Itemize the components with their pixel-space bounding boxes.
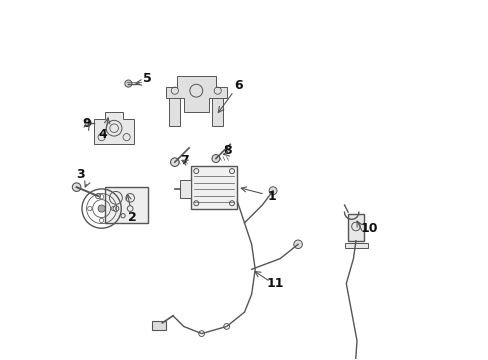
Bar (105, 187, 148, 223)
Text: 10: 10 (360, 222, 377, 235)
Circle shape (268, 187, 276, 195)
Text: 9: 9 (82, 117, 91, 130)
Text: 2: 2 (126, 195, 137, 224)
Circle shape (98, 205, 105, 212)
Circle shape (72, 183, 81, 192)
Bar (169, 98, 180, 126)
Circle shape (84, 120, 91, 126)
Polygon shape (94, 112, 134, 144)
Text: 5: 5 (142, 72, 151, 85)
Text: 3: 3 (77, 168, 85, 181)
Text: 1: 1 (241, 187, 276, 203)
Text: 4: 4 (98, 128, 106, 141)
Bar (180, 180, 190, 198)
Polygon shape (165, 76, 226, 112)
Text: 8: 8 (223, 144, 231, 157)
Circle shape (212, 155, 220, 162)
Bar (347, 214, 364, 241)
Bar (190, 166, 237, 208)
Circle shape (124, 80, 132, 87)
Bar (344, 243, 367, 248)
Circle shape (170, 158, 179, 166)
Circle shape (293, 240, 302, 249)
Circle shape (198, 331, 204, 337)
Bar (151, 321, 165, 330)
Text: 6: 6 (233, 79, 242, 92)
Text: 11: 11 (266, 277, 284, 290)
Text: 7: 7 (180, 154, 188, 167)
Bar (212, 98, 223, 126)
Circle shape (224, 324, 229, 329)
